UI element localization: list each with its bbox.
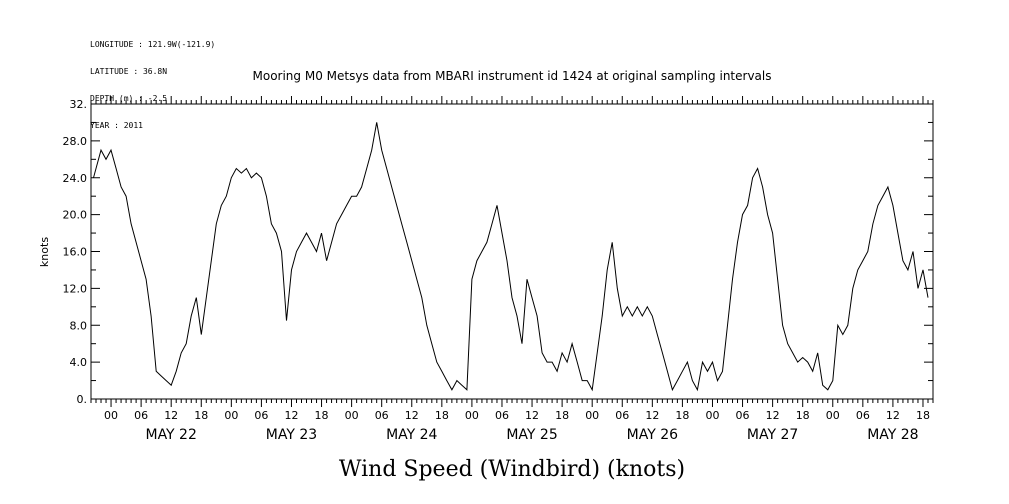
depth-text: DEPTH (m) : -2.5 — [90, 94, 168, 103]
station-metadata: LONGITUDE : 121.9W(-121.9) LATITUDE : 36… — [90, 22, 215, 139]
y-tick-label: 4.0 — [70, 356, 88, 369]
longitude-text: LONGITUDE : 121.9W(-121.9) — [90, 40, 216, 49]
wind-speed-line — [93, 122, 929, 392]
x-tick-label: 00 — [826, 409, 840, 422]
x-tick-label: 06 — [375, 409, 389, 422]
x-day-label: MAY 22 — [145, 427, 196, 443]
y-tick-label: 20.0 — [63, 209, 88, 222]
x-day-label: MAY 28 — [867, 427, 918, 443]
y-tick-label: 32. — [70, 98, 88, 111]
plot-frame — [90, 103, 934, 400]
x-tick-label: 00 — [224, 409, 238, 422]
y-axis: 0. 4.0 8.0 12.0 16.0 20.0 24.0 28.0 32. — [63, 98, 933, 406]
x-tick-label: 06 — [615, 409, 629, 422]
y-tick-label: 16.0 — [63, 246, 88, 259]
x-tick-label: 18 — [435, 409, 449, 422]
x-tick-label: 18 — [675, 409, 689, 422]
x-tick-label: 18 — [796, 409, 810, 422]
x-tick-label: 06 — [856, 409, 870, 422]
x-tick-label: 00 — [585, 409, 599, 422]
y-tick-label: 8.0 — [70, 319, 88, 332]
y-tick-label: 0. — [77, 393, 88, 406]
y-axis-label: knots — [38, 237, 51, 267]
x-tick-label: 06 — [736, 409, 750, 422]
y-tick-label: 24.0 — [63, 172, 88, 185]
x-tick-label: 18 — [315, 409, 329, 422]
x-tick-label: 18 — [916, 409, 930, 422]
x-tick-label: 18 — [194, 409, 208, 422]
x-day-label: MAY 27 — [747, 427, 798, 443]
x-tick-label: 06 — [495, 409, 509, 422]
x-tick-label: 12 — [886, 409, 900, 422]
x-day-label: MAY 25 — [506, 427, 557, 443]
x-tick-label: 06 — [254, 409, 268, 422]
x-tick-label: 12 — [766, 409, 780, 422]
x-tick-label: 00 — [104, 409, 118, 422]
x-axis: 00 06 12 18 00 06 12 18 00 06 12 18 00 06 12 18 00 06 12 18… — [90, 96, 934, 443]
year-text: YEAR : 2011 — [90, 121, 143, 130]
x-tick-label: 12 — [164, 409, 178, 422]
x-tick-label: 12 — [284, 409, 298, 422]
x-day-label: MAY 26 — [627, 427, 678, 443]
x-tick-label: 00 — [705, 409, 719, 422]
y-tick-label: 12.0 — [63, 282, 88, 295]
x-tick-label: 12 — [645, 409, 659, 422]
x-tick-label: 12 — [405, 409, 419, 422]
x-day-label: MAY 24 — [386, 427, 437, 443]
latitude-text: LATITUDE : 36.8N — [90, 67, 168, 76]
x-day-label: MAY 23 — [266, 427, 317, 443]
x-tick-label: 06 — [134, 409, 148, 422]
x-tick-label: 00 — [465, 409, 479, 422]
y-tick-label: 28.0 — [63, 135, 88, 148]
x-tick-label: 00 — [345, 409, 359, 422]
x-tick-label: 18 — [555, 409, 569, 422]
x-tick-label: 12 — [525, 409, 539, 422]
x-axis-label: Wind Speed (Windbird) (knots) — [339, 457, 685, 482]
chart-title: Mooring M0 Metsys data from MBARI instru… — [253, 69, 772, 83]
